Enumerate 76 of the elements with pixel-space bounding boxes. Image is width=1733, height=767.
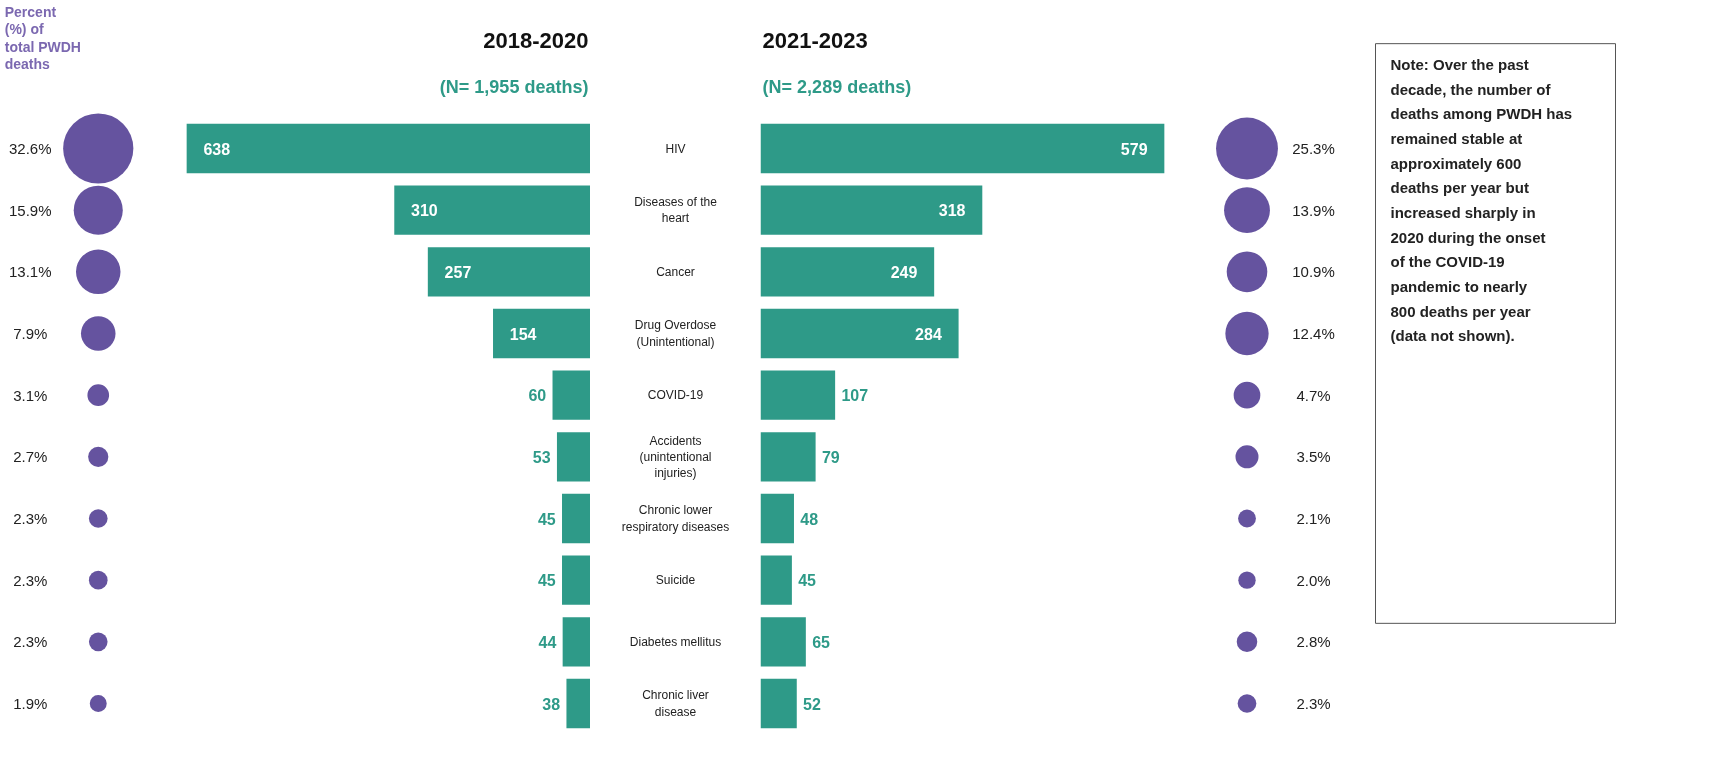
- data-label: 53: [532, 448, 551, 466]
- data-label: 638: [203, 140, 231, 158]
- chart-subtitle: (N= 1,955 deaths): [439, 76, 589, 97]
- data-label: 107: [841, 387, 869, 405]
- data-label: 3.1%: [13, 386, 48, 404]
- data-label: 45: [798, 572, 817, 590]
- bar: [760, 432, 816, 482]
- bar: [760, 678, 797, 729]
- data-label: 48: [800, 510, 819, 528]
- data-label: 1.9%: [13, 695, 48, 712]
- bar: [562, 493, 590, 544]
- data-label: 60: [528, 387, 547, 405]
- bar: [760, 247, 935, 297]
- bar: [760, 493, 794, 544]
- data-label: 32.6%: [8, 140, 52, 157]
- text: Percent (%) of total PWDH deaths: [4, 3, 81, 73]
- data-label: 44: [538, 633, 557, 651]
- data-label: 579: [1120, 140, 1148, 158]
- y-tick-label: Diseases of the heart: [634, 195, 718, 226]
- data-label: 4.7%: [1296, 386, 1331, 404]
- data-label: 45: [537, 572, 556, 590]
- bar: [552, 370, 590, 420]
- bar: [427, 247, 590, 297]
- y-tick-label: Diabetes mellitus: [629, 634, 722, 649]
- bar: [394, 185, 590, 235]
- bar: [556, 432, 590, 482]
- bar: [562, 555, 590, 605]
- data-label: 257: [444, 263, 472, 281]
- data-label: 52: [803, 695, 821, 713]
- y-tick-label: HIV: [665, 141, 686, 156]
- data-label: 318: [938, 202, 966, 220]
- data-label: 249: [890, 263, 918, 281]
- bar: [760, 555, 792, 605]
- chart-subtitle: (N= 2,289 deaths): [762, 76, 912, 97]
- bar: [760, 123, 1165, 174]
- data-label: 45: [537, 510, 556, 528]
- data-label: 25.3%: [1292, 140, 1335, 157]
- data-label: 2.7%: [13, 448, 48, 466]
- bar: [566, 678, 590, 729]
- bar: [760, 185, 983, 235]
- y-tick-label: Suicide: [655, 573, 696, 588]
- data-label: 12.4%: [1292, 325, 1335, 342]
- bar: [562, 617, 590, 667]
- text: Note: Over the past decade, the number of deaths among PWDH has remained stable at approximately 600 deaths per year but increased sharply in 2020 during the onset of the COVID-19 pandemic to nearly 800 deaths per year (data not shown).: [1390, 56, 1573, 345]
- y-tick-label: Cancer: [656, 264, 695, 279]
- data-label: 10.9%: [1292, 263, 1335, 281]
- bar: [493, 308, 590, 359]
- data-label: 7.9%: [13, 325, 48, 342]
- data-label: 13.9%: [1292, 201, 1335, 219]
- bar: [760, 370, 836, 420]
- data-label: 2.3%: [13, 571, 48, 589]
- data-label: 65: [812, 633, 831, 651]
- y-tick-label: Drug Overdose (Unintentional): [634, 318, 717, 349]
- y-tick-label: COVID-19: [647, 388, 704, 403]
- data-label: 154: [509, 325, 537, 343]
- data-label: 2.3%: [13, 510, 48, 527]
- chart-title: 2021-2023: [762, 28, 868, 54]
- bar: [186, 123, 590, 174]
- bar: [760, 617, 806, 667]
- y-tick-label: Accidents (unintentional injuries): [639, 433, 712, 480]
- data-label: 2.3%: [13, 633, 48, 651]
- data-label: 38: [542, 695, 561, 713]
- chart-title: 2018-2020: [483, 28, 589, 54]
- bar: [760, 308, 959, 359]
- y-tick-label: Chronic liver disease: [642, 688, 709, 719]
- data-label: 2.1%: [1296, 510, 1331, 527]
- data-label: 2.0%: [1296, 571, 1331, 589]
- data-label: 3.5%: [1296, 448, 1331, 466]
- data-label: 284: [915, 325, 942, 343]
- data-label: 2.3%: [1296, 695, 1331, 712]
- data-label: 2.8%: [1296, 633, 1331, 651]
- data-label: 79: [821, 448, 840, 466]
- data-label: 13.1%: [8, 263, 52, 281]
- data-label: 310: [411, 202, 438, 220]
- y-tick-label: Chronic lower respiratory diseases: [621, 503, 730, 534]
- data-label: 15.9%: [8, 201, 52, 219]
